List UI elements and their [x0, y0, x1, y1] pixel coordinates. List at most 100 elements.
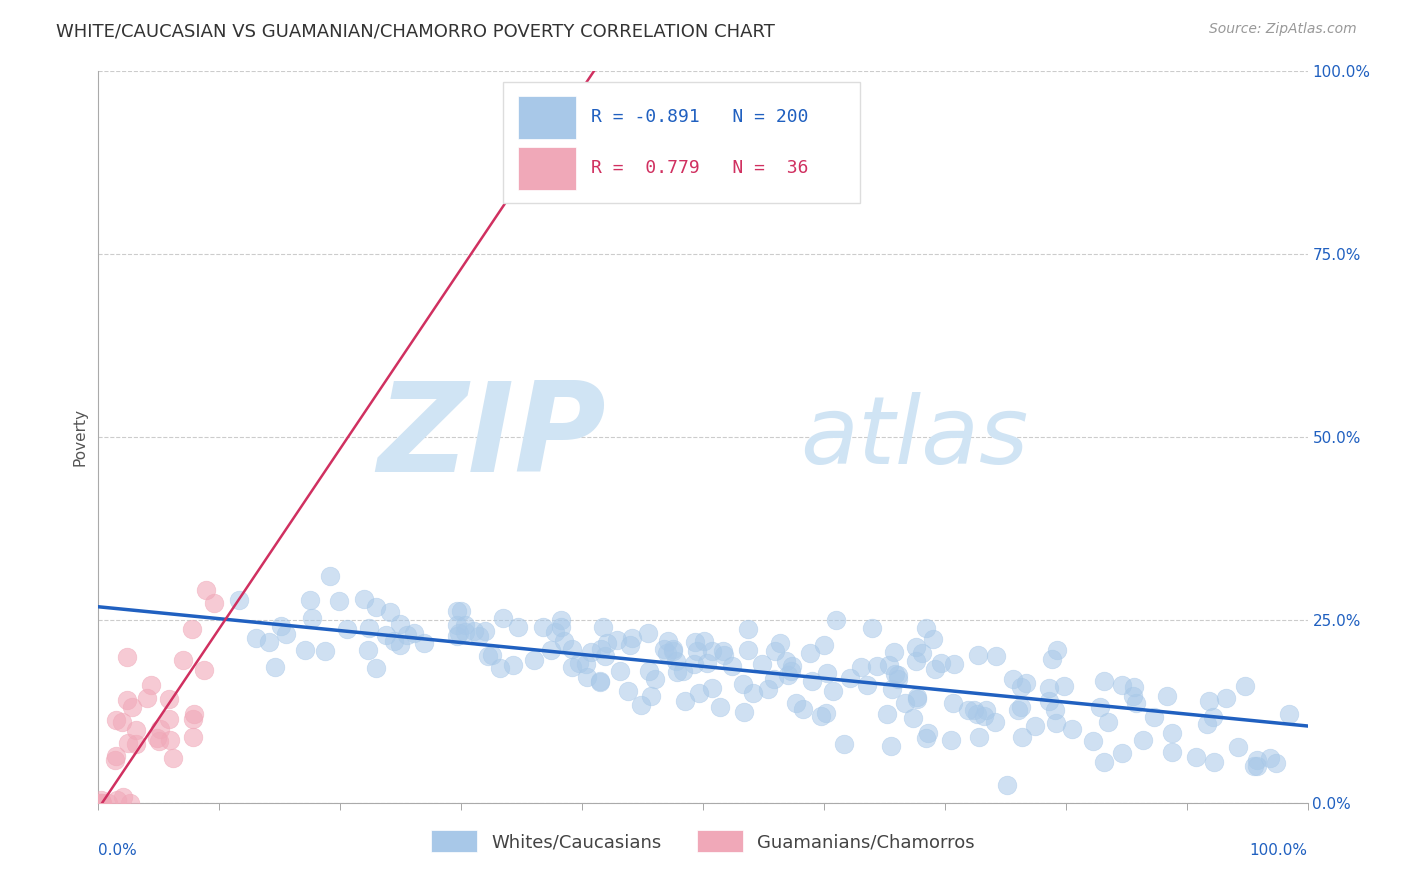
Point: [1246, 759, 1268, 773]
Point: [894, 696, 917, 710]
Point: [800, 674, 823, 689]
Point: [204, 596, 226, 610]
Point: [963, 703, 986, 717]
Point: [118, 796, 141, 810]
Point: [276, 627, 298, 641]
Point: [477, 648, 499, 663]
Point: [966, 707, 988, 722]
Point: [1122, 689, 1144, 703]
Point: [815, 706, 838, 720]
Point: [780, 664, 803, 678]
Text: R =  0.779   N =  36: R = 0.779 N = 36: [591, 159, 808, 177]
Text: 0.0%: 0.0%: [98, 843, 138, 858]
Point: [666, 665, 689, 679]
Point: [553, 633, 575, 648]
Point: [763, 644, 786, 658]
Point: [810, 709, 832, 723]
Point: [866, 658, 889, 673]
Point: [683, 635, 706, 649]
Point: [644, 672, 666, 686]
Point: [359, 621, 381, 635]
Point: [301, 610, 323, 624]
Point: [1160, 746, 1182, 760]
Point: [1092, 673, 1115, 688]
Point: [575, 657, 598, 672]
Point: [686, 644, 709, 658]
Text: ZIP: ZIP: [378, 376, 606, 498]
Point: [1143, 709, 1166, 723]
Point: [388, 616, 411, 631]
Point: [364, 600, 387, 615]
Point: [105, 713, 128, 727]
Point: [183, 707, 205, 722]
Point: [1195, 716, 1218, 731]
Point: [1202, 755, 1225, 769]
Point: [756, 682, 779, 697]
Point: [139, 678, 162, 692]
Point: [181, 712, 204, 726]
Point: [257, 634, 280, 648]
Point: [589, 675, 612, 690]
Point: [824, 613, 846, 627]
Point: [125, 723, 148, 737]
Point: [1040, 652, 1063, 666]
Point: [813, 638, 835, 652]
Point: [1111, 678, 1133, 692]
Point: [245, 632, 267, 646]
Point: [298, 593, 321, 607]
Point: [939, 733, 962, 747]
Point: [353, 591, 375, 606]
Point: [606, 632, 628, 647]
Text: R = -0.891   N = 200: R = -0.891 N = 200: [591, 108, 808, 126]
Point: [115, 650, 138, 665]
Point: [1081, 734, 1104, 748]
Point: [1038, 694, 1060, 708]
Point: [366, 661, 388, 675]
Point: [148, 734, 170, 748]
Point: [702, 644, 724, 658]
Point: [596, 636, 619, 650]
Point: [769, 635, 792, 649]
Point: [531, 619, 554, 633]
Point: [1227, 739, 1250, 754]
Point: [412, 636, 434, 650]
Point: [662, 642, 685, 657]
Point: [640, 689, 662, 703]
Point: [905, 654, 928, 668]
Point: [1264, 756, 1286, 770]
Point: [450, 604, 472, 618]
Point: [617, 684, 640, 698]
Point: [1278, 706, 1301, 721]
Point: [883, 666, 905, 681]
Point: [550, 619, 572, 633]
Point: [328, 594, 350, 608]
Point: [463, 624, 485, 638]
Point: [1053, 680, 1076, 694]
Point: [468, 629, 491, 643]
Point: [733, 705, 755, 719]
Point: [1010, 680, 1032, 694]
Point: [181, 730, 204, 744]
Point: [711, 644, 734, 658]
Point: [270, 619, 292, 633]
Point: [135, 691, 157, 706]
Point: [1045, 716, 1067, 731]
Point: [104, 753, 127, 767]
Point: [887, 668, 910, 682]
Point: [763, 672, 786, 686]
Point: [905, 692, 928, 706]
Point: [592, 620, 614, 634]
Y-axis label: Poverty: Poverty: [72, 408, 87, 467]
Point: [375, 628, 398, 642]
Point: [294, 642, 316, 657]
Point: [924, 662, 946, 676]
Point: [117, 735, 139, 749]
Point: [454, 617, 477, 632]
Point: [904, 640, 927, 655]
Point: [1258, 751, 1281, 765]
Point: [780, 659, 803, 673]
Point: [1046, 643, 1069, 657]
Point: [1202, 710, 1225, 724]
Point: [117, 693, 139, 707]
Point: [883, 645, 905, 659]
